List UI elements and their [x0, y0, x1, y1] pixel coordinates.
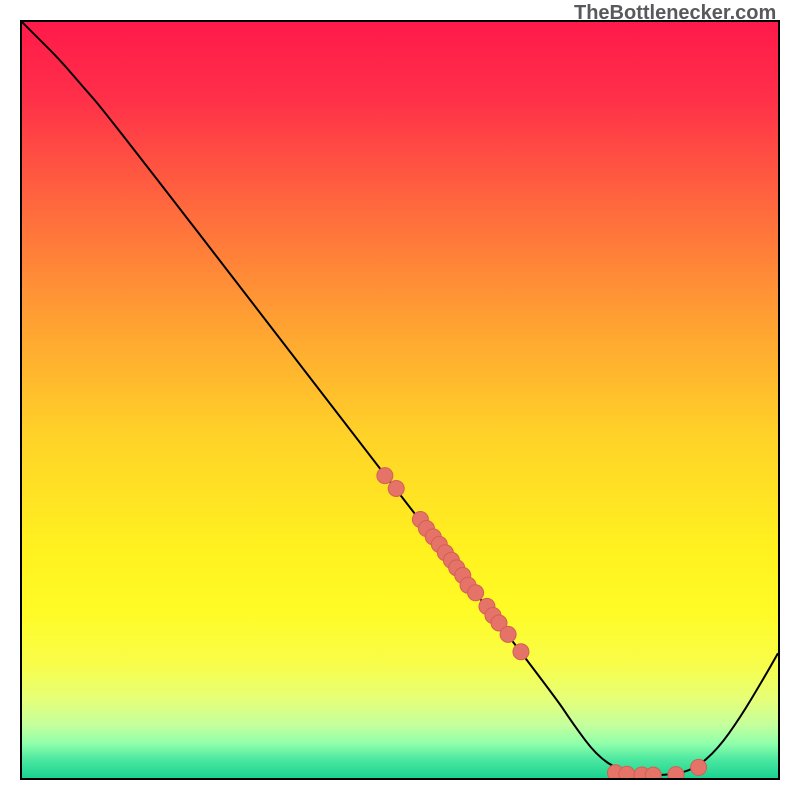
bottleneck-curve — [22, 22, 778, 775]
data-marker — [468, 585, 484, 601]
watermark-text: TheBottlenecker.com — [574, 2, 776, 25]
chart-container: TheBottlenecker.com — [0, 0, 800, 800]
data-marker — [377, 468, 393, 484]
data-marker — [645, 767, 661, 778]
data-marker — [619, 766, 635, 778]
plot-area — [20, 20, 780, 780]
data-marker — [513, 644, 529, 660]
data-marker — [500, 626, 516, 642]
data-marker — [388, 480, 404, 496]
data-marker — [668, 767, 684, 778]
data-marker — [691, 759, 707, 775]
chart-overlay-svg — [22, 22, 778, 778]
